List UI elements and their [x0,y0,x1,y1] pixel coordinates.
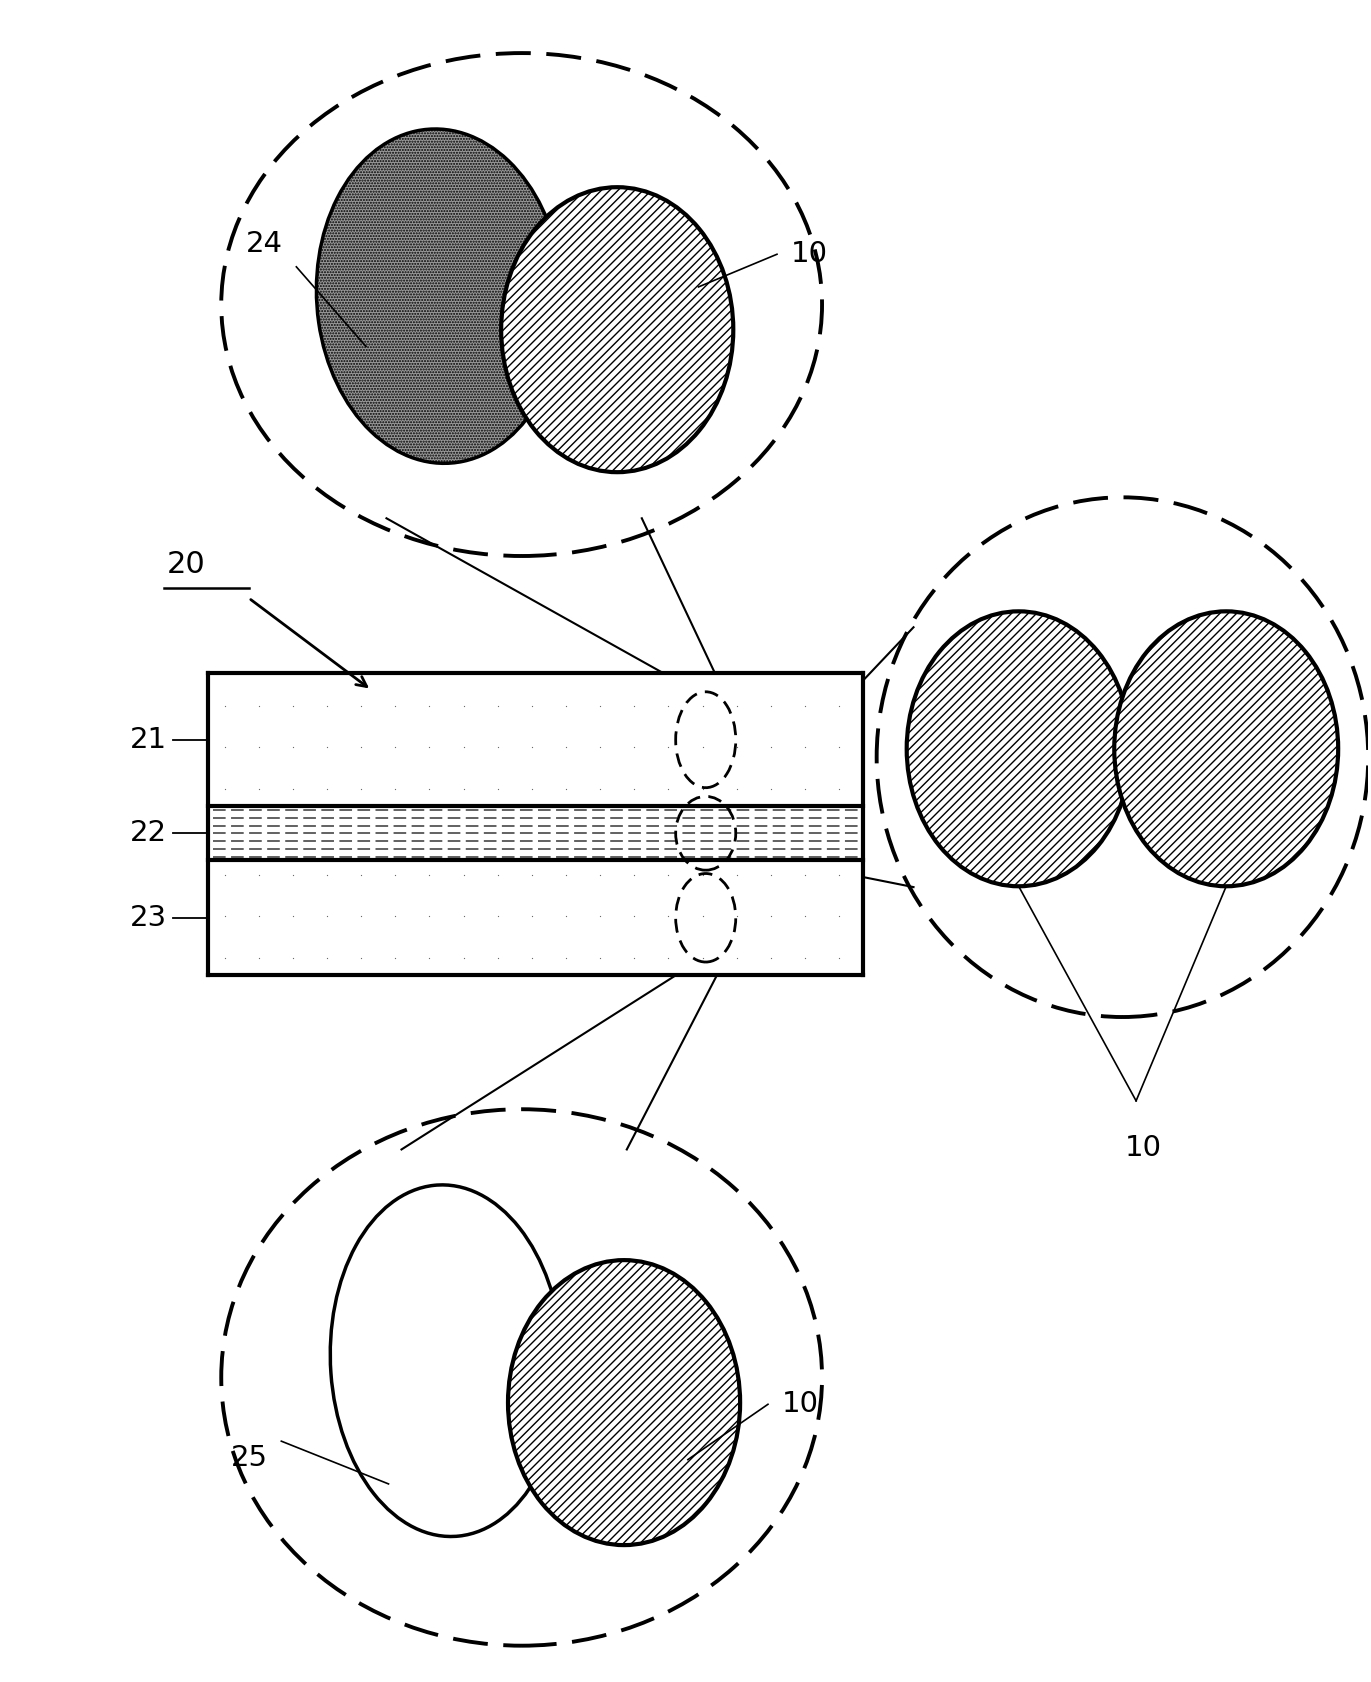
Ellipse shape [330,1184,563,1536]
Text: 22: 22 [130,819,167,848]
Text: 10: 10 [791,241,828,267]
Ellipse shape [1115,611,1338,886]
Ellipse shape [906,611,1131,886]
Ellipse shape [502,187,733,473]
Text: 10: 10 [781,1391,818,1418]
Text: 23: 23 [129,903,167,932]
FancyBboxPatch shape [207,673,862,806]
Text: 25: 25 [230,1443,267,1472]
Ellipse shape [317,130,563,463]
FancyBboxPatch shape [207,861,862,976]
Text: 20: 20 [167,550,206,579]
Text: 21: 21 [129,725,167,754]
Text: 10: 10 [1124,1134,1161,1162]
Ellipse shape [509,1260,740,1546]
FancyBboxPatch shape [207,806,862,861]
Text: 24: 24 [245,230,282,259]
